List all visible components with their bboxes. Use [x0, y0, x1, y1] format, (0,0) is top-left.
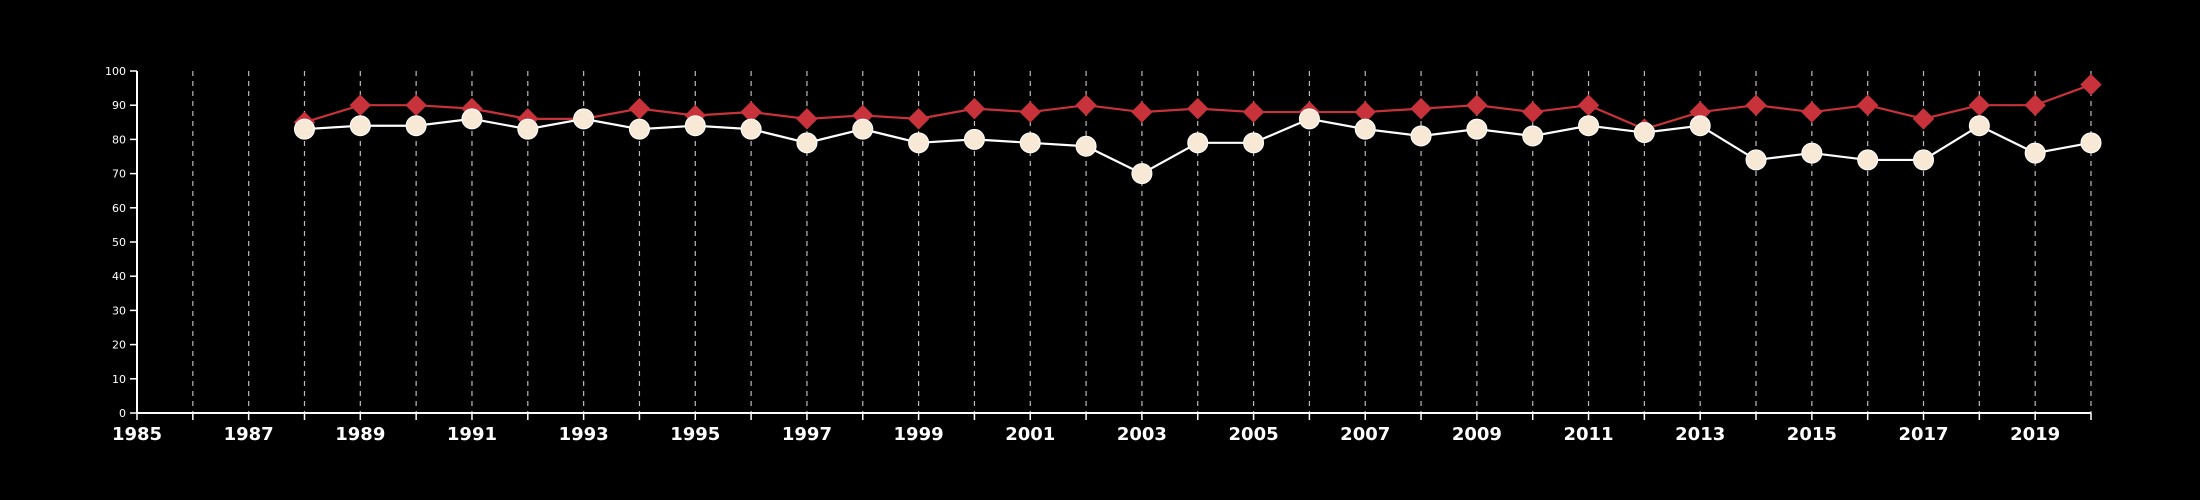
- data-point-circle: [1913, 149, 1935, 171]
- vertical-gridlines: [192, 71, 2092, 413]
- data-point-diamond: [1187, 97, 1209, 120]
- data-point-circle: [461, 108, 483, 130]
- data-point-circle: [2080, 132, 2102, 154]
- y-tick-label: 50: [112, 236, 126, 249]
- data-point-circle: [1633, 122, 1655, 144]
- x-tick-label: 1995: [670, 424, 720, 445]
- y-tick-label: 20: [112, 339, 126, 352]
- series-layer: [293, 73, 2102, 185]
- x-tick-label: 2007: [1340, 424, 1390, 445]
- data-point-circle: [1968, 115, 1990, 137]
- data-point-circle: [2024, 142, 2046, 164]
- x-tick-label: 2013: [1675, 424, 1725, 445]
- data-point-diamond: [1801, 101, 1823, 123]
- data-point-diamond: [1466, 94, 1488, 116]
- data-point-circle: [517, 118, 539, 140]
- data-point-circle: [1131, 163, 1153, 185]
- data-point-diamond: [1522, 101, 1544, 123]
- x-tick-label: 2011: [1563, 424, 1613, 445]
- data-point-diamond: [1577, 94, 1600, 116]
- data-point-diamond: [628, 97, 651, 120]
- data-point-circle: [1354, 118, 1376, 140]
- x-tick-label: 1987: [224, 424, 274, 445]
- data-point-circle: [1243, 132, 1265, 154]
- x-tick-label: 2005: [1229, 424, 1279, 445]
- data-point-circle: [1801, 142, 1823, 164]
- data-point-diamond: [1410, 97, 1432, 120]
- data-point-circle: [963, 128, 985, 150]
- data-point-circle: [740, 118, 762, 140]
- y-tick-label: 0: [119, 407, 126, 420]
- data-point-circle: [293, 118, 315, 140]
- data-point-circle: [628, 118, 650, 140]
- data-point-diamond: [963, 97, 986, 120]
- series-circle: [293, 108, 2102, 185]
- y-tick-label: 30: [112, 304, 126, 317]
- data-point-circle: [1466, 118, 1488, 140]
- x-tick-label: 1989: [335, 424, 385, 445]
- x-tick-label: 1985: [112, 424, 162, 445]
- x-tick-label: 1991: [447, 424, 497, 445]
- x-tick-label: 2019: [2010, 424, 2060, 445]
- x-tick-label: 2009: [1452, 424, 1502, 445]
- data-point-diamond: [1745, 94, 1767, 116]
- data-point-diamond: [1968, 94, 1991, 116]
- data-point-circle: [908, 132, 930, 154]
- data-point-circle: [852, 118, 874, 140]
- data-point-diamond: [1075, 94, 1097, 116]
- data-point-diamond: [907, 108, 930, 130]
- y-tick-label: 90: [112, 99, 126, 112]
- data-point-circle: [405, 115, 427, 137]
- y-tick-label: 10: [112, 373, 126, 386]
- data-point-diamond: [1242, 101, 1265, 123]
- data-point-diamond: [2080, 73, 2102, 96]
- data-point-diamond: [796, 108, 818, 130]
- data-point-circle: [1019, 132, 1041, 154]
- data-point-circle: [573, 108, 595, 130]
- x-tick-label: 1997: [782, 424, 832, 445]
- data-point-circle: [1689, 115, 1711, 137]
- data-point-diamond: [1131, 101, 1153, 123]
- y-tick-label: 80: [112, 133, 126, 146]
- data-point-circle: [1578, 115, 1600, 137]
- x-tick-label: 2015: [1787, 424, 1837, 445]
- x-axis-ticks: 1985 1987 1989 1991 1993 1995 1997 1999 2001 2003…: [112, 413, 2092, 445]
- x-tick-label: 1999: [894, 424, 944, 445]
- data-point-diamond: [405, 94, 427, 116]
- data-point-diamond: [349, 94, 372, 116]
- x-tick-label: 1993: [559, 424, 609, 445]
- x-tick-label: 2001: [1005, 424, 1055, 445]
- data-point-diamond: [1856, 94, 1879, 116]
- x-tick-label: 2003: [1117, 424, 1167, 445]
- y-axis-ticks: 0 10 20 30 40 50 60 70 80 90 100: [105, 65, 137, 420]
- data-point-circle: [1522, 125, 1544, 147]
- y-tick-label: 100: [105, 65, 126, 78]
- data-point-diamond: [2024, 94, 2046, 116]
- y-tick-label: 70: [112, 168, 126, 181]
- y-tick-label: 40: [112, 270, 126, 283]
- data-point-diamond: [1019, 101, 1041, 123]
- data-point-circle: [684, 115, 706, 137]
- data-point-circle: [1745, 149, 1767, 171]
- data-point-circle: [1298, 108, 1320, 130]
- data-point-circle: [1857, 149, 1879, 171]
- data-point-circle: [1187, 132, 1209, 154]
- data-point-circle: [349, 115, 371, 137]
- x-tick-label: 2017: [1898, 424, 1948, 445]
- data-point-circle: [796, 132, 818, 154]
- data-point-circle: [1075, 135, 1097, 157]
- y-tick-label: 60: [112, 202, 126, 215]
- data-point-diamond: [1912, 108, 1935, 130]
- data-point-circle: [1410, 125, 1432, 147]
